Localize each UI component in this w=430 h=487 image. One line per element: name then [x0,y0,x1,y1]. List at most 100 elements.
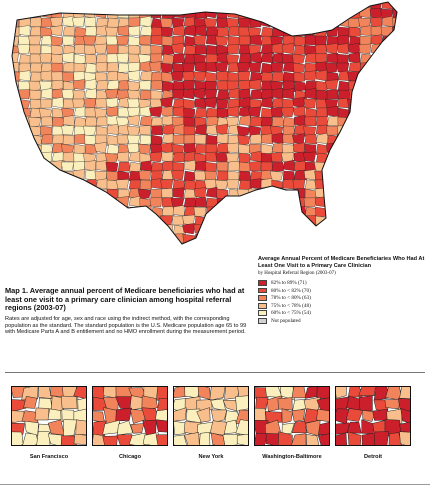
hrr-region [40,215,54,226]
hrr-region [50,179,64,191]
hrr-region [249,98,262,110]
hrr-region [380,26,394,37]
hrr-region [348,61,362,73]
hrr-region [139,70,153,82]
hrr-region [391,35,397,47]
hrr-region [117,143,131,155]
hrr-region [347,17,361,28]
us-outline [11,1,398,245]
hrr-region [303,224,317,236]
hrr-region [183,2,196,10]
hrr-region [282,178,295,190]
hrr-region [160,26,174,38]
hrr-region [303,197,317,208]
hrr-region [128,25,141,37]
hrr-region [40,88,54,100]
hrr-region [280,107,295,118]
hrr-region [271,206,284,217]
hrr-region [326,125,339,136]
hrr-region [205,53,218,64]
hrr-region [73,44,87,55]
hrr-region [381,134,395,146]
hrr-region [381,196,395,208]
hrr-region [194,134,207,145]
hrr-region [215,214,229,226]
inset-region [222,400,239,412]
hrr-region [183,107,196,119]
hrr-region [260,133,273,145]
hrr-region [347,214,361,226]
hrr-region [95,61,108,73]
hrr-region [73,62,86,73]
hrr-region [271,161,284,172]
hrr-region [161,206,175,217]
hrr-region [260,206,273,217]
legend-swatch-2 [258,287,267,294]
hrr-region [17,2,31,10]
hrr-region [259,2,273,10]
hrr-region [17,187,31,199]
hrr-region [381,213,396,226]
hrr-region [381,80,394,91]
hrr-region [194,197,208,208]
hrr-region [369,187,383,199]
hrr-region [116,215,130,227]
hrr-region [51,71,64,82]
hrr-region [205,134,218,146]
hrr-region [193,187,207,199]
inset-svg-chicago [92,386,168,446]
hrr-region [370,231,384,244]
hrr-region [29,188,43,201]
hrr-region [238,35,251,46]
hrr-region [359,196,372,208]
hrr-region [381,97,394,109]
inset-region [281,408,293,424]
hrr-region [325,8,339,20]
hrr-region [12,151,20,163]
hrr-region [95,233,108,244]
hrr-region [314,187,328,199]
hrr-region [105,35,119,46]
hrr-region [271,7,286,19]
hrr-region [183,125,196,136]
inset-region [399,421,411,433]
inset-region [75,419,87,436]
inset-region [316,386,330,400]
hrr-region [381,62,394,74]
hrr-region [271,87,284,100]
hrr-region [17,44,31,55]
hrr-region [16,142,31,154]
hrr-region [249,215,263,226]
hrr-region [226,142,240,154]
hrr-region [249,7,263,19]
inset-svg-new-york [173,386,249,446]
inset-region [199,432,211,446]
inset-region [141,395,158,412]
hrr-region [358,142,372,154]
hrr-region [51,233,64,244]
inset-region [304,386,318,399]
hrr-region [216,89,231,100]
hrr-region [95,125,108,138]
hrr-region [29,17,42,28]
hrr-region [51,53,64,65]
hrr-region [183,143,196,154]
hrr-region [138,125,152,136]
hrr-region [149,242,163,244]
hrr-region [127,125,141,137]
hrr-region [29,204,42,217]
hrr-region [12,7,20,19]
inset-region [23,396,38,409]
hrr-region [392,187,397,199]
hrr-region [392,215,397,226]
hrr-region [84,143,98,155]
hrr-region [95,98,108,109]
legend: Average Annual Percent of Medicare Benef… [258,256,426,325]
hrr-region [380,89,394,101]
hrr-region [303,2,317,10]
hrr-region [172,106,185,118]
hrr-region [12,215,20,226]
hrr-region [370,179,384,190]
hrr-region [381,53,395,64]
hrr-region [292,17,306,29]
